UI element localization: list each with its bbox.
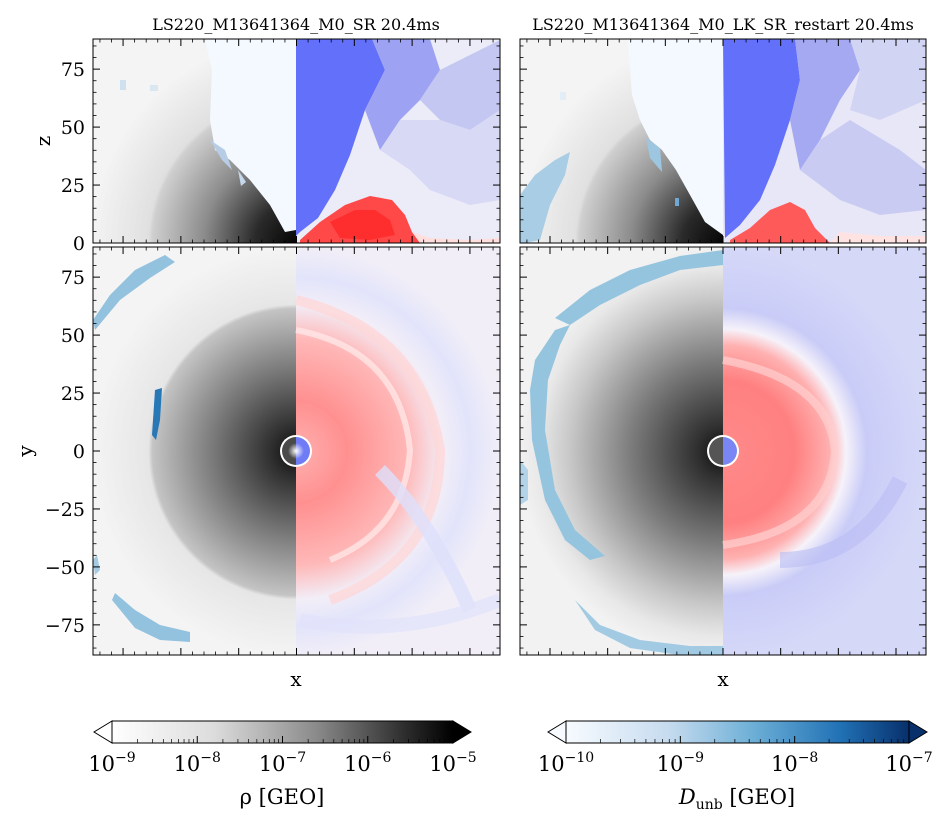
y-tick-label: 25	[61, 383, 85, 405]
x-axis-label: x	[717, 667, 729, 691]
colorbar-rho-extend-high	[452, 720, 472, 744]
colorbar-dunb-ticks: 10−10 10−9 10−8 10−7	[538, 736, 933, 776]
y-tick-label: 0	[73, 441, 85, 463]
y-tick-label: 0	[73, 233, 85, 255]
heatmap-image	[520, 39, 926, 243]
panel-bottom-right: x	[519, 246, 927, 691]
colorbar-rho: 10−9 10−8 10−7 10−6 10−5 ρ [GEO]	[88, 720, 477, 809]
heatmap-image	[93, 39, 500, 243]
panel-top-left: LS220_M13641364_M0_SR 20.4ms 0 25 50 75 z	[31, 15, 501, 255]
heatmap-image	[93, 247, 500, 655]
y-axis-label: z	[31, 136, 55, 147]
colorbar-rho-ticks: 10−9 10−8 10−7 10−6 10−5	[88, 736, 477, 776]
y-tick-label: 75	[61, 59, 85, 81]
colorbar-dunb-bar	[565, 720, 910, 744]
panel-top-right: LS220_M13641364_M0_LK_SR_restart 20.4ms	[519, 15, 927, 244]
colorbar-dunb-extend-low	[547, 720, 567, 744]
colorbar-tick-label: 10−7	[259, 750, 306, 776]
y-tick-label: 75	[61, 267, 85, 289]
panel-title: LS220_M13641364_M0_LK_SR_restart 20.4ms	[532, 15, 914, 34]
y-ticks	[520, 247, 926, 655]
y-tick-label: 50	[61, 117, 85, 139]
y-tick-label: −25	[45, 499, 85, 521]
y-ticks	[520, 39, 926, 244]
y-tick-label: 50	[61, 325, 85, 347]
colorbar-rho-label: ρ [GEO]	[240, 785, 325, 809]
heatmap-image	[520, 247, 926, 655]
y-ticks: 0 25 50 75	[61, 39, 500, 255]
colorbar-tick-label: 10−7	[885, 750, 932, 776]
colorbar-tick-label: 10−6	[344, 750, 391, 776]
y-tick-label: −75	[45, 615, 85, 637]
colorbar-tick-label: 10−8	[174, 750, 221, 776]
colorbar-tick-label: 10−8	[771, 750, 818, 776]
y-ticks: −75 −50 −25 0 25 50 75	[45, 247, 500, 655]
colorbar-dunb-label: Dunb [GEO]	[678, 785, 795, 813]
y-axis-label: y	[13, 445, 37, 458]
panel-title: LS220_M13641364_M0_SR 20.4ms	[152, 15, 440, 34]
colorbar-tick-label: 10−9	[88, 750, 135, 776]
colorbar-tick-label: 10−9	[657, 750, 704, 776]
panel-bottom-left: −75 −50 −25 0 25 50 75 y x	[13, 246, 501, 691]
x-axis-label: x	[290, 667, 302, 691]
colorbar-dunb: 10−10 10−9 10−8 10−7 Dunb [GEO]	[538, 720, 933, 813]
colorbar-tick-label: 10−5	[429, 750, 476, 776]
y-tick-label: −50	[45, 557, 85, 579]
y-tick-label: 25	[61, 175, 85, 197]
colorbar-rho-extend-low	[93, 720, 113, 744]
colorbar-tick-label: 10−10	[538, 750, 594, 776]
colorbar-dunb-extend-high	[908, 720, 928, 744]
